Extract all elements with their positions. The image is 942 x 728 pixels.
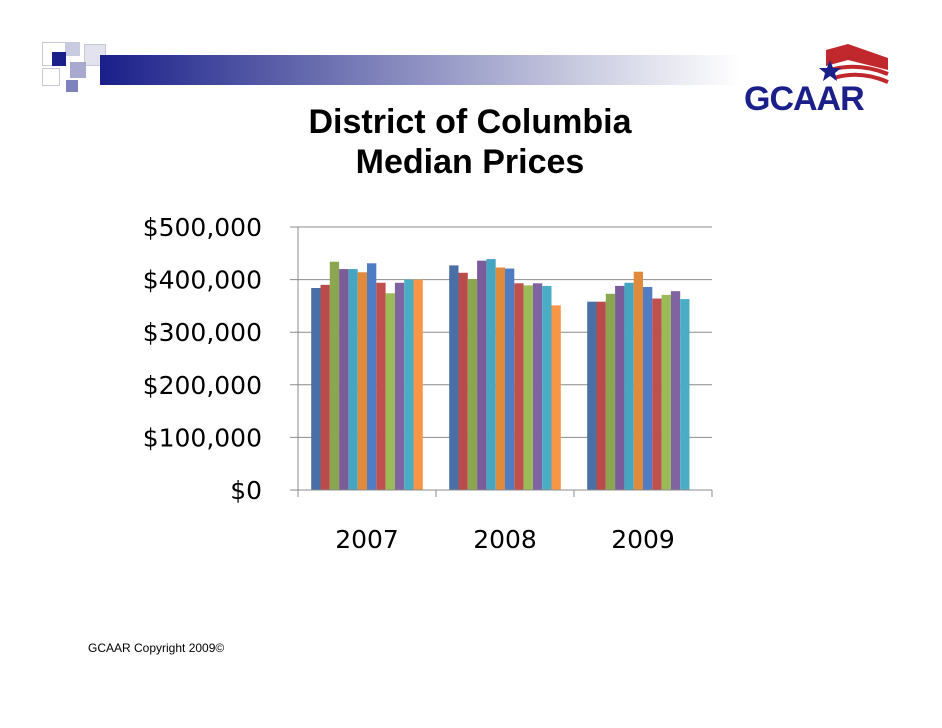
y-tick-label: $200,000 bbox=[143, 371, 262, 400]
bar bbox=[523, 285, 533, 490]
bar bbox=[661, 294, 671, 490]
header-gradient-bar bbox=[100, 55, 740, 85]
y-tick-label: $300,000 bbox=[143, 318, 262, 347]
chart-title-line-1: District of Columbia bbox=[308, 103, 632, 141]
chart-title-line-2: Median Prices bbox=[355, 143, 585, 181]
gcaar-logo: GCAAR bbox=[738, 40, 908, 120]
bar bbox=[394, 282, 405, 490]
bar bbox=[311, 288, 321, 490]
bar bbox=[532, 283, 543, 490]
bar bbox=[587, 301, 597, 490]
y-tick-label: $0 bbox=[230, 476, 262, 505]
x-tick-label: 2008 bbox=[473, 525, 537, 554]
bar bbox=[329, 261, 340, 490]
bar bbox=[624, 282, 634, 490]
bar bbox=[680, 299, 690, 490]
bar bbox=[376, 282, 386, 490]
bar bbox=[652, 298, 662, 490]
copyright-footer: GCAAR Copyright 2009© bbox=[88, 641, 225, 655]
bar bbox=[542, 285, 552, 490]
bar bbox=[514, 283, 524, 490]
bar bbox=[339, 269, 349, 490]
bar bbox=[404, 279, 414, 490]
bar bbox=[486, 259, 496, 490]
bar bbox=[357, 272, 367, 490]
decorative-square bbox=[66, 42, 80, 56]
bar bbox=[605, 293, 616, 490]
y-tick-label: $400,000 bbox=[143, 266, 262, 295]
decorative-square bbox=[66, 80, 78, 92]
bar bbox=[615, 285, 625, 490]
bar bbox=[320, 284, 330, 490]
bar bbox=[643, 286, 653, 490]
chart-title: District of Columbia Median Prices bbox=[270, 102, 670, 182]
bar bbox=[467, 279, 478, 490]
bar bbox=[633, 271, 643, 490]
bar bbox=[477, 260, 487, 490]
bar bbox=[670, 291, 681, 490]
bar bbox=[505, 268, 515, 490]
y-tick-label: $500,000 bbox=[143, 213, 262, 242]
bar bbox=[551, 305, 561, 490]
svg-text:GCAAR: GCAAR bbox=[744, 80, 864, 118]
decorative-square bbox=[42, 68, 60, 86]
bar bbox=[458, 272, 468, 490]
bar bbox=[385, 293, 395, 490]
y-tick-label: $100,000 bbox=[143, 423, 262, 452]
bar bbox=[596, 301, 606, 490]
bar bbox=[367, 263, 377, 490]
bar bbox=[413, 279, 423, 490]
x-tick-label: 2009 bbox=[611, 525, 675, 554]
decorative-square bbox=[70, 62, 86, 78]
bar bbox=[495, 267, 505, 490]
decorative-square bbox=[52, 52, 66, 66]
x-tick-label: 2007 bbox=[335, 525, 399, 554]
bar bbox=[348, 269, 358, 490]
bar bbox=[449, 265, 459, 490]
